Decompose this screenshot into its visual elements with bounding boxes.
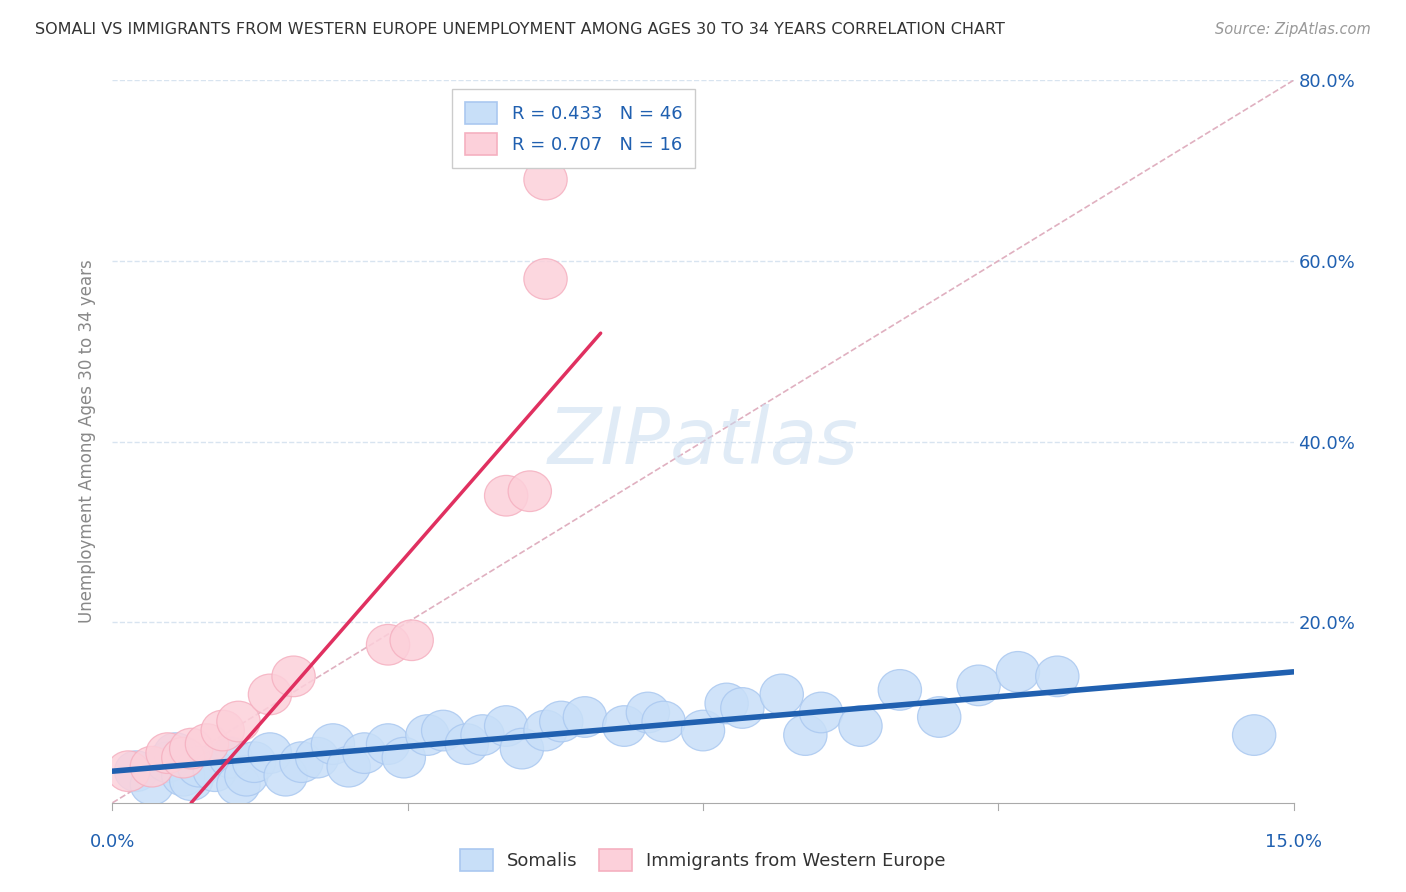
Ellipse shape [209, 738, 252, 778]
Ellipse shape [146, 742, 190, 782]
Ellipse shape [249, 733, 291, 773]
Ellipse shape [232, 742, 276, 782]
Ellipse shape [186, 723, 229, 764]
Ellipse shape [201, 710, 245, 751]
Ellipse shape [540, 701, 583, 742]
Ellipse shape [280, 742, 323, 782]
Ellipse shape [997, 651, 1039, 692]
Ellipse shape [367, 624, 409, 665]
Ellipse shape [485, 706, 527, 747]
Legend: Somalis, Immigrants from Western Europe: Somalis, Immigrants from Western Europe [453, 842, 953, 879]
Ellipse shape [524, 160, 567, 200]
Text: SOMALI VS IMMIGRANTS FROM WESTERN EUROPE UNEMPLOYMENT AMONG AGES 30 TO 34 YEARS : SOMALI VS IMMIGRANTS FROM WESTERN EUROPE… [35, 22, 1005, 37]
Ellipse shape [131, 747, 173, 787]
Ellipse shape [114, 751, 157, 791]
Ellipse shape [107, 751, 150, 791]
Ellipse shape [508, 471, 551, 511]
Legend: R = 0.433   N = 46, R = 0.707   N = 16: R = 0.433 N = 46, R = 0.707 N = 16 [453, 89, 695, 168]
Ellipse shape [170, 728, 212, 769]
Ellipse shape [328, 747, 370, 787]
Ellipse shape [682, 710, 724, 751]
Ellipse shape [783, 714, 827, 756]
Ellipse shape [170, 760, 212, 800]
Ellipse shape [643, 701, 685, 742]
Y-axis label: Unemployment Among Ages 30 to 34 years: Unemployment Among Ages 30 to 34 years [77, 260, 96, 624]
Ellipse shape [295, 738, 339, 778]
Ellipse shape [446, 723, 488, 764]
Ellipse shape [153, 733, 197, 773]
Ellipse shape [311, 723, 354, 764]
Ellipse shape [564, 697, 606, 738]
Ellipse shape [524, 710, 567, 751]
Ellipse shape [217, 764, 260, 805]
Ellipse shape [162, 756, 205, 796]
Text: 15.0%: 15.0% [1265, 833, 1322, 851]
Ellipse shape [501, 728, 544, 769]
Ellipse shape [217, 701, 260, 742]
Ellipse shape [131, 764, 173, 805]
Ellipse shape [761, 674, 803, 714]
Text: ZIPatlas: ZIPatlas [547, 403, 859, 480]
Ellipse shape [422, 710, 465, 751]
Ellipse shape [225, 756, 269, 796]
Ellipse shape [800, 692, 842, 733]
Ellipse shape [343, 733, 387, 773]
Ellipse shape [704, 683, 748, 723]
Ellipse shape [177, 747, 221, 787]
Ellipse shape [193, 751, 236, 791]
Ellipse shape [918, 697, 960, 738]
Ellipse shape [162, 738, 205, 778]
Ellipse shape [264, 756, 308, 796]
Ellipse shape [146, 733, 190, 773]
Ellipse shape [1233, 714, 1275, 756]
Ellipse shape [485, 475, 527, 516]
Ellipse shape [879, 670, 921, 710]
Text: 0.0%: 0.0% [90, 833, 135, 851]
Ellipse shape [367, 723, 409, 764]
Ellipse shape [249, 674, 291, 714]
Ellipse shape [406, 714, 449, 756]
Ellipse shape [839, 706, 882, 747]
Ellipse shape [721, 688, 763, 728]
Ellipse shape [957, 665, 1000, 706]
Ellipse shape [524, 259, 567, 300]
Ellipse shape [626, 692, 669, 733]
Text: Source: ZipAtlas.com: Source: ZipAtlas.com [1215, 22, 1371, 37]
Ellipse shape [1036, 656, 1078, 697]
Ellipse shape [271, 656, 315, 697]
Ellipse shape [461, 714, 505, 756]
Ellipse shape [603, 706, 645, 747]
Ellipse shape [389, 620, 433, 661]
Ellipse shape [382, 738, 426, 778]
